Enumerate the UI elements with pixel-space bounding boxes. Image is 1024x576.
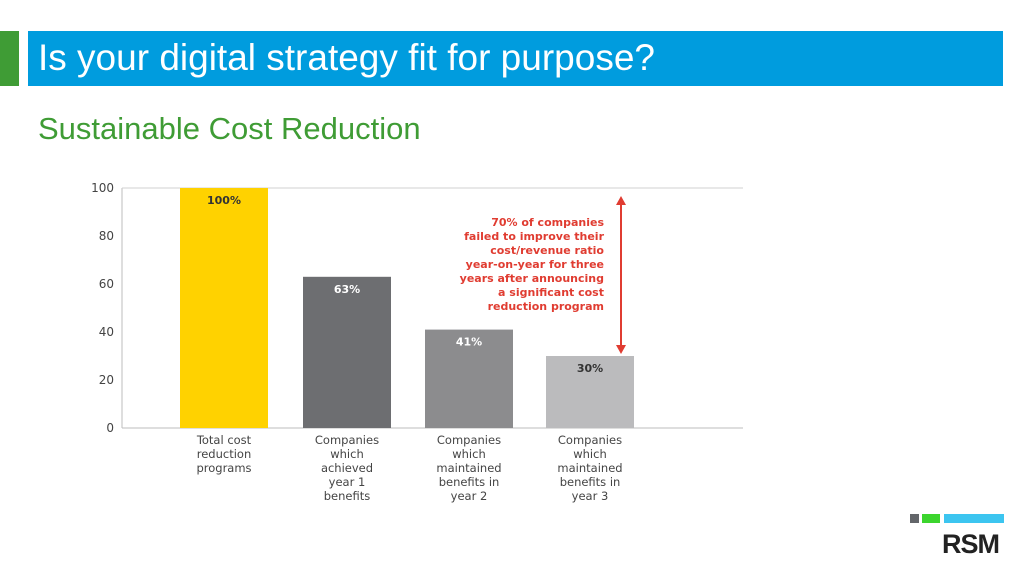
logo-square-grey: [910, 514, 919, 523]
category-label: year 2: [451, 489, 488, 503]
category-label: year 3: [572, 489, 609, 503]
annotation-text: years after announcing: [460, 272, 604, 285]
logo-square-green: [922, 514, 940, 523]
annotation-arrow-head-top: [616, 196, 626, 205]
category-label: Companies: [437, 433, 501, 447]
annotation-text: reduction program: [488, 300, 604, 313]
header-accent-bar: [0, 31, 19, 86]
y-tick-label: 0: [106, 421, 114, 435]
annotation-text: a significant cost: [498, 286, 604, 299]
category-label: maintained: [557, 461, 622, 475]
y-tick-label: 40: [99, 325, 114, 339]
bar: [546, 356, 634, 428]
data-label: 30%: [577, 362, 603, 375]
category-label: Total cost: [196, 433, 252, 447]
category-label: reduction: [197, 447, 252, 461]
bar-chart: 0 20 40 60 80 100 100% Total costreductionprogr…: [91, 181, 743, 503]
title-bar: Is your digital strategy fit for purpose…: [28, 31, 1003, 86]
y-tick-label: 80: [99, 229, 114, 243]
y-tick-label: 100: [91, 181, 114, 195]
category-label: maintained: [436, 461, 501, 475]
logo-text: RSM: [942, 529, 1000, 559]
y-tick-label: 20: [99, 373, 114, 387]
rsm-logo: RSM: [908, 514, 1008, 559]
logo-square-blue: [944, 514, 1004, 523]
annotation-arrow-head-bottom: [616, 345, 626, 354]
data-label: 100%: [207, 194, 241, 207]
annotation-text: cost/revenue ratio: [490, 244, 604, 257]
category-label: which: [330, 447, 364, 461]
bar: [425, 329, 513, 428]
page-title: Is your digital strategy fit for purpose…: [38, 37, 655, 78]
annotation-text: year-on-year for three: [466, 258, 604, 271]
category-label: benefits in: [439, 475, 500, 489]
category-label: achieved: [321, 461, 373, 475]
bar: [303, 276, 391, 428]
category-label: year 1: [329, 475, 366, 489]
page-subtitle: Sustainable Cost Reduction: [38, 111, 421, 146]
y-tick-label: 60: [99, 277, 114, 291]
annotation-text: 70% of companies: [491, 216, 604, 229]
category-label: Companies: [315, 433, 379, 447]
category-label: benefits: [324, 489, 370, 503]
annotation-text: failed to improve their: [464, 230, 604, 243]
category-label: which: [452, 447, 486, 461]
data-label: 63%: [334, 283, 360, 296]
data-label: 41%: [456, 336, 482, 349]
category-label: programs: [196, 461, 251, 475]
category-label: which: [573, 447, 607, 461]
bar: [180, 188, 268, 428]
category-label: Companies: [558, 433, 622, 447]
category-label: benefits in: [560, 475, 621, 489]
